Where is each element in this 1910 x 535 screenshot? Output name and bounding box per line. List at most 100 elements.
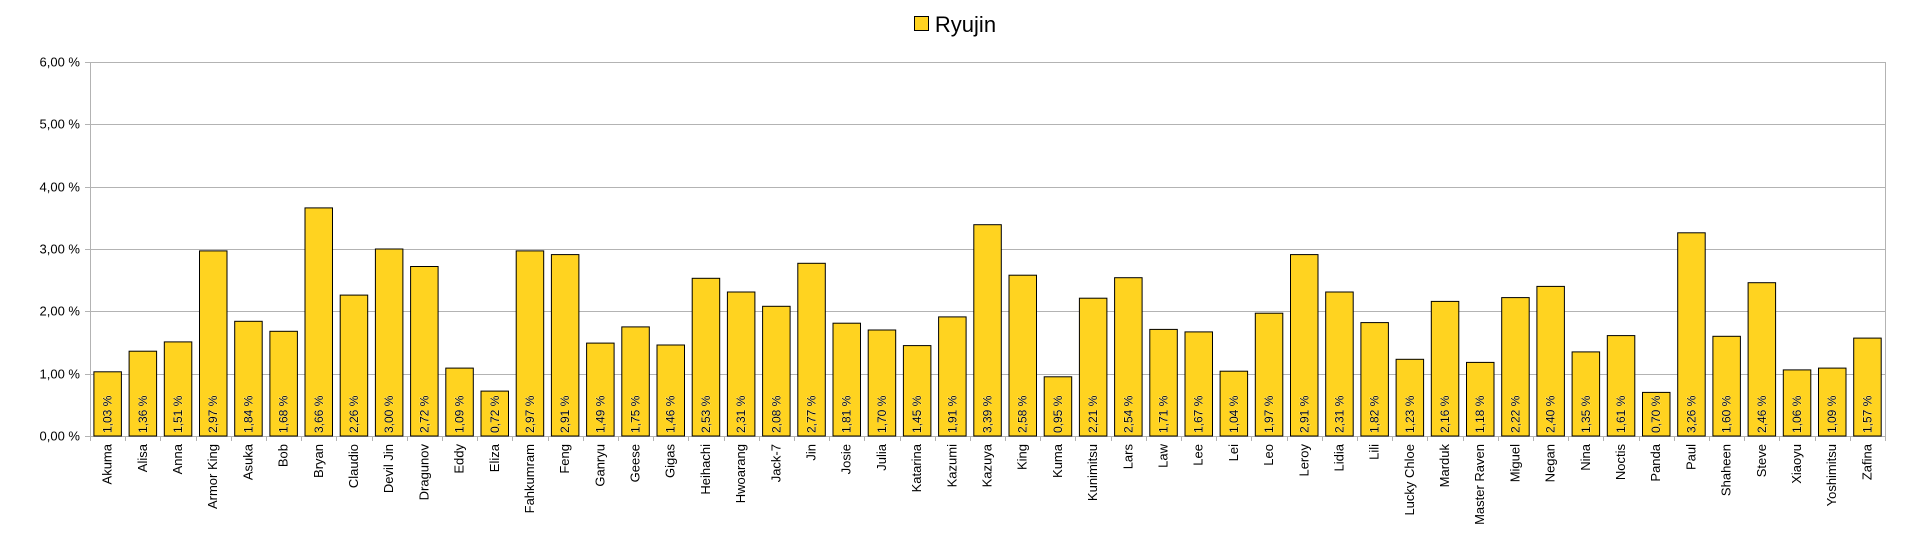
bar	[1184, 331, 1213, 437]
x-tick-label: Jack-7	[768, 444, 783, 482]
x-tick-label: Master Raven	[1472, 444, 1487, 525]
data-label: 1,67 %	[1192, 395, 1206, 433]
legend-swatch-icon	[913, 16, 929, 31]
data-label: 1,49 %	[593, 395, 607, 433]
data-label: 1,81 %	[840, 395, 854, 433]
bar	[234, 320, 263, 437]
x-tick-label: Lei	[1226, 444, 1241, 461]
bar	[1712, 335, 1741, 437]
bar	[374, 248, 404, 437]
data-labels: 1,03 % 1,36 % 1,51 % 2,97 % 1,84 % 1,68 % 3,66…	[100, 395, 1874, 433]
data-label: 2,31 %	[734, 395, 748, 433]
bar	[691, 277, 721, 437]
x-tick-label: Paul	[1683, 444, 1698, 470]
data-label: 3,66 %	[312, 395, 326, 433]
bar	[480, 390, 509, 437]
data-label: 2,40 %	[1544, 395, 1558, 433]
bar	[797, 262, 826, 437]
y-tick-label: 3,00 %	[40, 242, 81, 257]
bar	[339, 294, 369, 437]
x-tick-label: Lidia	[1332, 443, 1347, 471]
x-tick-label: Xiaoyu	[1789, 444, 1804, 484]
data-label: 1,35 %	[1579, 395, 1593, 433]
x-tick-label: Kazumi	[944, 444, 959, 487]
bar	[199, 250, 228, 437]
y-tick-label: 5,00 %	[40, 117, 81, 132]
bar	[1571, 351, 1601, 437]
x-tick-label: Heihachi	[698, 444, 713, 495]
bar	[550, 254, 580, 437]
bar	[1325, 291, 1354, 437]
x-tick-label: Kunimitsu	[1085, 444, 1100, 501]
data-label: 1,09 %	[453, 395, 467, 433]
bar	[902, 345, 932, 437]
x-tick-label: Devil Jin	[381, 444, 396, 493]
x-tick-label: Bob	[276, 444, 291, 467]
data-label: 2,91 %	[558, 395, 572, 433]
data-label: 1,23 %	[1403, 395, 1417, 433]
bar	[1290, 254, 1319, 437]
chart-legend: Ryujin	[0, 12, 1910, 38]
bar	[1818, 367, 1847, 437]
bar	[1254, 312, 1284, 437]
x-tick-label: Asuka	[240, 443, 255, 480]
data-label: 1,46 %	[664, 395, 678, 433]
data-label: 3,26 %	[1684, 395, 1698, 433]
bars	[93, 207, 1882, 437]
bar	[726, 291, 756, 437]
x-tick-label: Law	[1156, 443, 1171, 467]
x-tick-label: Julia	[874, 443, 889, 471]
bar	[1430, 300, 1460, 437]
data-label: 2,97 %	[523, 395, 537, 433]
x-tick-label: Negan	[1543, 444, 1558, 482]
data-label: 1,57 %	[1860, 395, 1874, 433]
bar	[1043, 376, 1073, 437]
bar	[1677, 232, 1706, 437]
data-label: 1,51 %	[171, 395, 185, 433]
bar	[762, 305, 791, 437]
data-label: 2,54 %	[1121, 395, 1135, 433]
bar	[973, 224, 1002, 437]
data-label: 2,58 %	[1016, 395, 1030, 433]
bar	[515, 250, 545, 437]
data-label: 1,60 %	[1720, 395, 1734, 433]
x-tick-label: Akuma	[100, 443, 115, 484]
y-tick-label: 2,00 %	[40, 304, 81, 319]
x-tick-label: Steve	[1754, 444, 1769, 477]
bar	[1078, 297, 1108, 437]
x-tick-label: Kazuya	[980, 443, 995, 487]
bar	[1642, 391, 1671, 437]
x-tick-label: Kuma	[1050, 443, 1065, 478]
bar	[1149, 328, 1178, 437]
data-label: 1,82 %	[1368, 395, 1382, 433]
x-tick-label: Eliza	[487, 443, 502, 472]
data-label: 1,75 %	[629, 395, 643, 433]
bar	[867, 329, 897, 437]
bar	[1219, 370, 1249, 437]
bar	[1466, 361, 1495, 437]
data-label: 1,84 %	[241, 395, 255, 433]
data-label: 1,70 %	[875, 395, 889, 433]
data-label: 1,18 %	[1473, 395, 1487, 433]
x-tick-label: Noctis	[1613, 444, 1628, 481]
x-tick-label: Shaheen	[1719, 444, 1734, 496]
data-label: 1,97 %	[1262, 395, 1276, 433]
bar	[586, 342, 615, 437]
data-label: 2,22 %	[1508, 395, 1522, 433]
x-tick-label: Jin	[804, 444, 819, 461]
x-tick-label: Fahkumram	[522, 444, 537, 513]
x-tick-label: Lili	[1367, 444, 1382, 460]
x-tick-label: Geese	[628, 444, 643, 482]
x-tick-label: Lucky Chloe	[1402, 444, 1417, 516]
data-label: 1,09 %	[1825, 395, 1839, 433]
x-tick-label: Leo	[1261, 444, 1276, 466]
data-label: 2,16 %	[1438, 395, 1452, 433]
x-tick-label: Panda	[1648, 443, 1663, 481]
bar	[1114, 277, 1143, 437]
data-label: 1,04 %	[1227, 395, 1241, 433]
bar	[1360, 322, 1389, 437]
bar	[269, 330, 298, 437]
x-tick-label: Hwoarang	[733, 444, 748, 503]
bar	[656, 344, 685, 437]
